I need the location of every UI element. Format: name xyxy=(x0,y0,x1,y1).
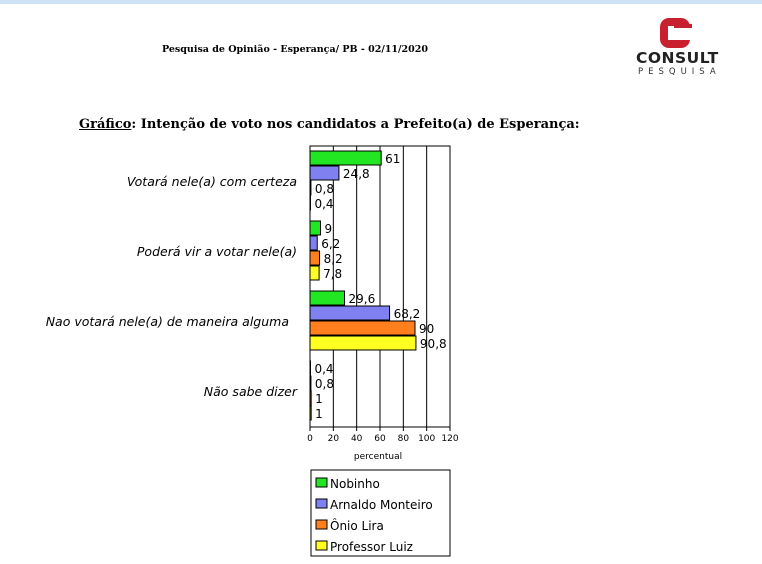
legend-label: Professor Luiz xyxy=(330,540,413,554)
chart-title-prefix: Gráfico xyxy=(79,117,132,132)
x-axis-title: percentual xyxy=(354,452,402,462)
chart-title: Gráfico: Intenção de voto nos candidatos… xyxy=(79,117,580,132)
bar xyxy=(309,220,321,236)
category-label: Não sabe dizer xyxy=(204,384,298,399)
data-label: 0,8 xyxy=(315,182,334,196)
category-label: Nao votará nele(a) de maneira alguma xyxy=(46,314,289,329)
legend-label: Nobinho xyxy=(330,477,380,491)
data-label: 24,8 xyxy=(343,167,370,181)
data-label: 0,8 xyxy=(315,377,334,391)
chart-title-text: : Intenção de voto nos candidatos a Pref… xyxy=(131,117,580,132)
x-tick-label: 20 xyxy=(328,434,340,444)
bar xyxy=(309,320,416,336)
x-tick-label: 80 xyxy=(398,434,410,444)
data-label: 1 xyxy=(315,407,323,421)
legend-swatch xyxy=(315,519,328,530)
category-label: Votará nele(a) com certeza xyxy=(127,174,297,189)
data-label: 1 xyxy=(315,392,323,406)
data-label: 9 xyxy=(325,222,333,236)
x-tick-label: 0 xyxy=(307,434,313,444)
data-label: 90 xyxy=(419,322,434,336)
legend-label: Arnaldo Monteiro xyxy=(330,498,433,512)
x-tick-label: 120 xyxy=(441,434,458,444)
bar xyxy=(309,250,321,266)
data-label: 0,4 xyxy=(314,197,333,211)
x-tick-label: 40 xyxy=(351,434,363,444)
data-label: 7,8 xyxy=(323,267,342,281)
top-border-strip xyxy=(0,0,762,4)
bar xyxy=(309,375,312,391)
data-label: 0,4 xyxy=(314,362,333,376)
legend-swatch xyxy=(315,540,328,551)
bar xyxy=(309,305,391,321)
logo-wordmark: CONSULT xyxy=(636,49,719,67)
bar xyxy=(309,290,346,306)
bar xyxy=(309,405,312,421)
x-tick-label: 60 xyxy=(374,434,386,444)
bar xyxy=(309,335,417,351)
bar xyxy=(309,165,340,181)
bar xyxy=(309,265,320,281)
category-label: Poderá vir a votar nele(a) xyxy=(137,244,297,259)
data-label: 61 xyxy=(385,152,400,166)
data-label: 6,2 xyxy=(321,237,340,251)
data-label: 90,8 xyxy=(420,337,447,351)
survey-header: Pesquisa de Opinião - Esperança/ PB - 02… xyxy=(162,44,428,55)
data-label: 29,6 xyxy=(349,292,376,306)
legend-swatch xyxy=(315,477,328,488)
bar xyxy=(309,235,318,251)
data-label: 8,2 xyxy=(324,252,343,266)
x-tick-label: 100 xyxy=(418,434,435,444)
bar xyxy=(309,390,312,406)
bar xyxy=(309,180,312,196)
legend-box xyxy=(310,469,451,557)
bar xyxy=(309,150,382,166)
legend-swatch xyxy=(315,498,328,509)
data-label: 68,2 xyxy=(394,307,421,321)
consult-logo-icon xyxy=(660,18,692,48)
logo-subtitle: PESQUISA xyxy=(638,67,721,77)
legend-label: Ônio Lira xyxy=(330,518,384,533)
